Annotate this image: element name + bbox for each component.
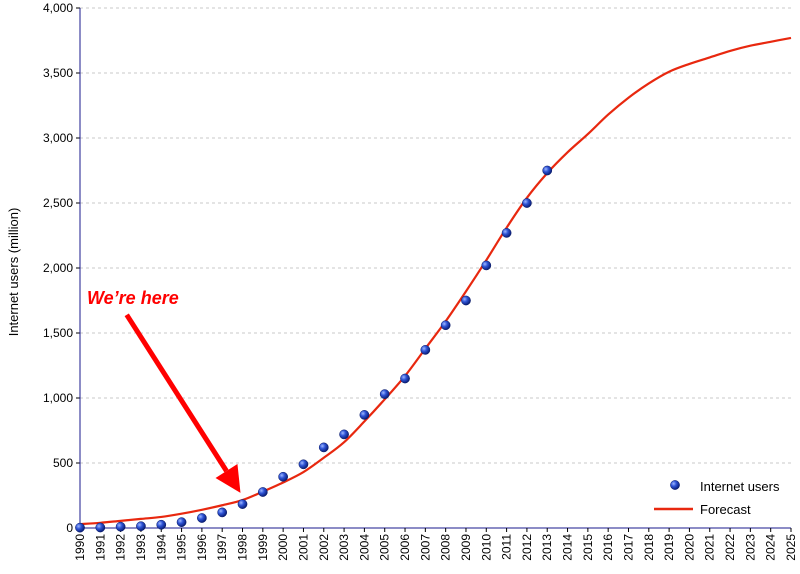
data-point — [257, 487, 268, 497]
data-point — [420, 345, 431, 355]
x-tick-label: 2024 — [764, 534, 778, 561]
annotation-arrow-head — [215, 463, 241, 493]
y-tick-label: 2,500 — [43, 196, 73, 210]
x-tick-label: 2005 — [378, 534, 392, 561]
y-tick-label: 2,000 — [43, 261, 73, 275]
x-tick-label: 2001 — [296, 534, 310, 561]
data-point — [136, 521, 146, 532]
x-tick-label: 2022 — [723, 534, 737, 561]
annotation-label: We’re here — [87, 288, 179, 308]
data-point — [156, 519, 167, 530]
x-tick-label: 1990 — [73, 534, 87, 561]
legend: Internet users Forecast — [654, 479, 780, 517]
x-tick-label: 2008 — [439, 534, 453, 561]
x-tick-label: 2010 — [479, 534, 493, 561]
data-point — [115, 521, 126, 532]
data-point — [542, 165, 553, 176]
x-tick-label: 2011 — [500, 534, 514, 560]
x-tick-label: 2019 — [662, 534, 676, 561]
data-point — [400, 373, 410, 384]
data-point — [501, 228, 512, 238]
legend-label-internet-users: Internet users — [700, 479, 780, 494]
x-tick-label: 1999 — [256, 534, 270, 561]
y-tick-label: 0 — [66, 521, 73, 535]
data-point — [237, 499, 248, 509]
legend-label-forecast: Forecast — [700, 502, 751, 517]
x-tick-label: 2000 — [276, 534, 290, 561]
internet-users-series — [75, 165, 553, 533]
x-tick-label: 2009 — [459, 534, 473, 561]
y-tick-label: 1,500 — [43, 326, 73, 340]
data-point — [440, 320, 451, 331]
x-tick-label: 2002 — [317, 534, 331, 561]
axes — [76, 7, 792, 532]
y-tick-label: 3,000 — [43, 131, 73, 145]
data-point — [522, 198, 532, 208]
x-tick-label: 1992 — [114, 534, 128, 561]
y-tick-label: 3,500 — [43, 66, 73, 80]
forecast-series — [79, 36, 792, 526]
y-axis-title: Internet users (million) — [6, 208, 21, 337]
x-axis-tick-labels: 1990 1991 1992 1993 1994 1995 1996 1997 1998 1999… — [73, 534, 798, 561]
data-point — [379, 389, 390, 399]
x-tick-label: 2012 — [520, 534, 534, 561]
x-tick-label: 1996 — [195, 534, 209, 561]
x-tick-label: 2007 — [418, 534, 432, 561]
gridlines — [80, 7, 791, 464]
data-point — [298, 459, 309, 470]
data-point — [359, 410, 370, 420]
data-point — [318, 442, 329, 453]
x-tick-label: 2006 — [398, 534, 412, 561]
data-point — [176, 517, 187, 528]
data-point — [197, 513, 207, 523]
x-tick-label: 1995 — [175, 534, 189, 561]
x-tick-label: 1991 — [93, 534, 107, 561]
x-tick-label: 2016 — [601, 534, 615, 561]
x-tick-label: 2018 — [642, 534, 656, 561]
x-tick-label: 2021 — [703, 534, 717, 561]
forecast-line — [79, 36, 792, 526]
x-tick-label: 2015 — [581, 534, 595, 561]
data-point — [75, 522, 85, 533]
x-tick-label: 1994 — [154, 534, 168, 561]
x-tick-label: 2023 — [743, 534, 757, 561]
x-tick-label: 2017 — [621, 534, 635, 561]
data-point — [461, 295, 471, 306]
x-tick-label: 1993 — [134, 534, 148, 561]
x-tick-label: 2025 — [784, 534, 798, 561]
x-tick-label: 1998 — [236, 534, 250, 561]
annotation-arrow-shaft — [124, 313, 229, 473]
x-tick-label: 2004 — [357, 534, 371, 561]
legend-marker-internet-users — [670, 480, 680, 490]
data-point — [95, 522, 106, 533]
y-axis-tick-labels: 0 500 1,000 1,500 2,000 2,500 3,000 3,500 4,000 — [43, 1, 73, 535]
data-point — [217, 507, 228, 518]
x-tick-label: 1997 — [215, 534, 229, 561]
y-tick-label: 500 — [53, 456, 73, 470]
annotation: We’re here — [87, 288, 241, 493]
x-tick-label: 2013 — [540, 534, 554, 561]
x-tick-label: 2014 — [561, 534, 575, 561]
y-tick-label: 1,000 — [43, 391, 73, 405]
x-tick-label: 2020 — [682, 534, 696, 561]
y-tick-label: 4,000 — [43, 1, 73, 15]
data-point — [278, 471, 288, 482]
data-point — [339, 429, 349, 440]
data-point — [481, 260, 492, 271]
x-tick-label: 2003 — [337, 534, 351, 561]
